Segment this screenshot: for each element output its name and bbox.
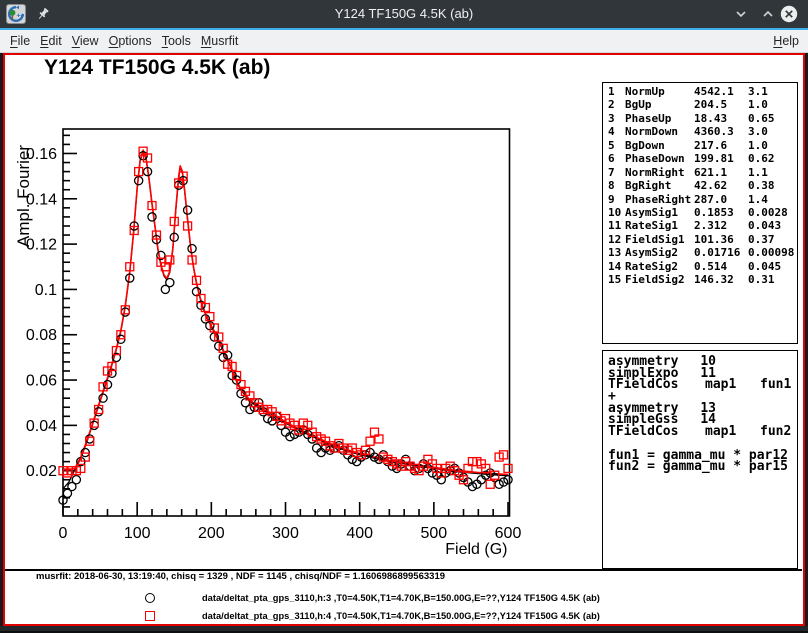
x-tick-label: 300 xyxy=(272,525,299,542)
fit-parameter-row: 6PhaseDown199.810.62 xyxy=(603,152,797,165)
fit-parameter-row: 3PhaseUp18.430.65 xyxy=(603,112,797,125)
fit-parameter-row: 10AsymSig10.18530.0028 xyxy=(603,206,797,219)
window-bottom-frame xyxy=(0,626,808,633)
menubar: File Edit View Options Tools Musrfit Help xyxy=(0,30,808,53)
menu-item-musrfit[interactable]: Musrfit xyxy=(201,30,239,53)
y-tick-label: 0.1 xyxy=(35,282,57,299)
minimize-button[interactable] xyxy=(732,5,750,23)
y-tick-label: 0.06 xyxy=(26,373,57,390)
y-tick-label: 0.08 xyxy=(26,327,57,344)
x-tick-label: 200 xyxy=(198,525,225,542)
fit-parameter-row: 4NormDown4360.33.0 xyxy=(603,125,797,138)
theory-line: TFieldCosmap1fun2 xyxy=(603,426,797,438)
y-tick-label: 0.04 xyxy=(26,418,57,435)
fit-parameter-row: 13AsymSig20.017160.00098 xyxy=(603,246,797,259)
square-marker-icon xyxy=(145,611,155,621)
close-button[interactable] xyxy=(780,5,798,23)
fit-parameter-row: 14RateSig20.5140.045 xyxy=(603,260,797,273)
y-tick-label: 0.02 xyxy=(26,463,57,480)
titlebar[interactable]: ++ Y124 TF150G 4.5K (ab) xyxy=(0,0,808,28)
menu-item-tools[interactable]: Tools xyxy=(162,30,191,53)
circle-marker-icon xyxy=(145,593,155,603)
fit-status-line: musrfit: 2018-06-30, 13:19:40, chisq = 1… xyxy=(36,571,445,582)
canvas-content: 0.020.040.060.080.10.120.140.16010020030… xyxy=(5,55,803,624)
x-tick-label: 100 xyxy=(124,525,151,542)
x-tick-label: 600 xyxy=(495,525,522,542)
theory-line: TFieldCosmap1fun1 xyxy=(603,379,797,391)
menu-item-help[interactable]: Help xyxy=(773,30,799,53)
x-axis-title: Field (G) xyxy=(445,541,507,558)
fit-parameter-row: 12FieldSig1101.360.37 xyxy=(603,233,797,246)
x-tick-label: 500 xyxy=(420,525,447,542)
fit-parameter-row: 15FieldSig2146.320.31 xyxy=(603,273,797,286)
root-canvas[interactable]: 0.020.040.060.080.10.120.140.16010020030… xyxy=(3,53,805,626)
fit-parameter-row: 2BgUp204.51.0 xyxy=(603,98,797,111)
menu-item-file[interactable]: File xyxy=(10,30,30,53)
menu-item-edit[interactable]: Edit xyxy=(40,30,62,53)
plot-frame xyxy=(63,129,510,516)
application-window: ++ Y124 TF150G 4.5K (ab) File Edit View Opt… xyxy=(0,0,808,633)
menu-item-options[interactable]: Options xyxy=(109,30,152,53)
plot-title: Y124 TF150G 4.5K (ab) xyxy=(44,56,270,80)
x-tick-label: 400 xyxy=(346,525,373,542)
legend-entry-1: data/deltat_pta_gps_3110,h:3 ,T0=4.50K,T… xyxy=(5,592,802,604)
fit-parameter-row: 8BgRight42.620.38 xyxy=(603,179,797,192)
fit-parameter-row: 9PhaseRight287.01.4 xyxy=(603,193,797,206)
window-title: Y124 TF150G 4.5K (ab) xyxy=(0,0,808,28)
fit-parameter-box[interactable]: 1NormUp4542.13.12BgUp204.51.03PhaseUp18.… xyxy=(602,82,798,344)
legend-label-1: data/deltat_pta_gps_3110,h:3 ,T0=4.50K,T… xyxy=(202,593,600,603)
theory-line: fun2 = gamma_mu * par15 xyxy=(603,461,797,473)
y-axis-title: Ampl. Fourier xyxy=(14,145,33,247)
fit-parameter-row: 11RateSig12.3120.043 xyxy=(603,219,797,232)
x-tick-label: 0 xyxy=(59,525,68,542)
theory-function-box[interactable]: asymmetry10simplExpo11TFieldCosmap1fun1+… xyxy=(602,350,798,569)
hist3-data-markers xyxy=(59,152,512,505)
maximize-button[interactable] xyxy=(759,5,777,23)
menu-item-view[interactable]: View xyxy=(72,30,99,53)
legend-label-2: data/deltat_pta_gps_3110,h:4 ,T0=4.50K,T… xyxy=(202,611,600,621)
fit-parameter-row: 1NormUp4542.13.1 xyxy=(603,85,797,98)
fit-parameter-row: 5BgDown217.61.0 xyxy=(603,139,797,152)
fit-parameter-row: 7NormRight621.11.1 xyxy=(603,166,797,179)
legend-entry-2: data/deltat_pta_gps_3110,h:4 ,T0=4.50K,T… xyxy=(5,610,802,622)
